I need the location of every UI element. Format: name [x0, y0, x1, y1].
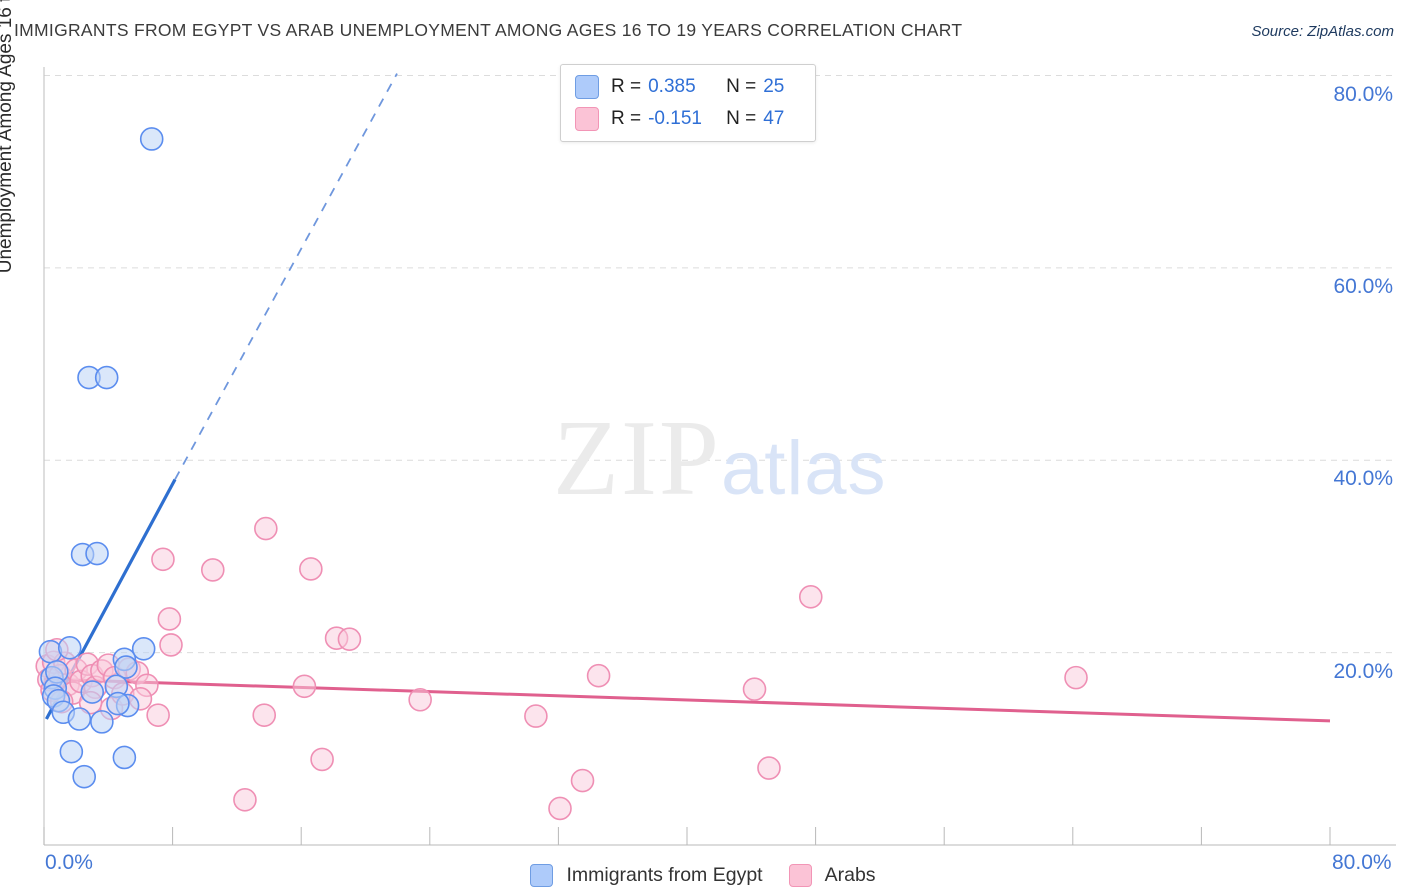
chart-title: IMMIGRANTS FROM EGYPT VS ARAB UNEMPLOYME…: [14, 20, 963, 40]
scatter-point-arabs[interactable]: [337, 627, 362, 651]
scatter-point-arabs[interactable]: [757, 756, 781, 780]
scatter-point-egypt[interactable]: [38, 639, 63, 664]
n-value-egypt: 25: [763, 76, 785, 97]
scatter-point-egypt[interactable]: [131, 636, 156, 661]
scatter-point-arabs[interactable]: [252, 703, 277, 727]
scatter-point-arabs[interactable]: [200, 558, 225, 582]
x-tick-0: 0.0%: [45, 851, 93, 874]
source-attribution: Source: ZipAtlas.com: [1251, 23, 1394, 40]
series-legend: Immigrants from Egypt Arabs: [0, 864, 1406, 887]
scatter-point-egypt[interactable]: [94, 365, 119, 390]
blue-swatch: [575, 75, 599, 99]
scatter-point-arabs[interactable]: [151, 547, 175, 572]
scatter-point-egypt[interactable]: [85, 541, 109, 566]
scatter-point-arabs[interactable]: [292, 674, 317, 699]
r-label: R =: [611, 108, 642, 129]
scatter-point-arabs[interactable]: [146, 703, 170, 727]
scatter-point-egypt[interactable]: [112, 745, 137, 770]
scatter-point-arabs[interactable]: [1064, 665, 1088, 690]
scatter-point-arabs[interactable]: [310, 747, 334, 772]
scatter-point-arabs[interactable]: [159, 633, 183, 657]
x-tick-80: 80.0%: [1332, 851, 1392, 874]
y-tick-60: 60.0%: [1333, 275, 1393, 298]
stats-row-egypt: R = 0.385 N = 25: [575, 75, 801, 99]
n-label: N =: [726, 76, 757, 97]
r-value-arabs: -0.151: [648, 108, 702, 129]
trend-line-arabs: [43, 677, 1331, 723]
legend-item-egypt: Immigrants from Egypt: [530, 864, 763, 887]
scatter-point-arabs[interactable]: [742, 677, 767, 701]
scatter-point-arabs[interactable]: [299, 557, 323, 581]
y-axis-title: Unemployment Among Ages 16 to 19 years: [0, 0, 16, 274]
r-value-egypt: 0.385: [648, 76, 696, 97]
scatter-point-arabs[interactable]: [157, 607, 182, 631]
scatter-point-arabs[interactable]: [798, 585, 823, 609]
blue-swatch: [530, 864, 554, 887]
scatter-point-egypt[interactable]: [67, 707, 92, 731]
pink-swatch: [788, 864, 812, 887]
scatter-point-arabs[interactable]: [570, 768, 595, 793]
legend-label-egypt: Immigrants from Egypt: [566, 864, 763, 886]
scatter-point-egypt[interactable]: [139, 127, 164, 151]
scatter-point-arabs[interactable]: [524, 704, 548, 728]
scatter-point-egypt[interactable]: [106, 691, 130, 716]
r-label: R =: [611, 76, 642, 97]
scatter-point-arabs[interactable]: [408, 687, 432, 712]
scatter-point-egypt[interactable]: [90, 710, 114, 734]
scatter-point-egypt[interactable]: [59, 739, 84, 764]
n-label: N =: [726, 108, 757, 129]
pink-swatch: [575, 107, 599, 131]
y-tick-20: 20.0%: [1333, 660, 1393, 683]
legend-label-arabs: Arabs: [824, 864, 876, 886]
scatter-point-egypt[interactable]: [80, 680, 105, 704]
scatter-point-arabs[interactable]: [548, 796, 572, 821]
y-tick-40: 40.0%: [1333, 467, 1393, 490]
correlation-stats-box: R = 0.385 N = 25 R = -0.151 N = 47: [560, 64, 816, 142]
scatter-point-egypt[interactable]: [72, 764, 96, 789]
scatter-point-arabs[interactable]: [233, 787, 257, 812]
legend-item-arabs: Arabs: [788, 864, 876, 887]
trend-line-egypt-extension: [174, 73, 398, 480]
y-tick-80: 80.0%: [1333, 83, 1393, 106]
scatter-point-arabs[interactable]: [586, 663, 611, 688]
scatter-point-egypt[interactable]: [114, 655, 138, 679]
n-value-arabs: 47: [763, 108, 785, 129]
stats-row-arabs: R = -0.151 N = 47: [575, 107, 801, 131]
scatter-point-egypt[interactable]: [57, 636, 82, 660]
scatter-point-arabs[interactable]: [254, 516, 278, 541]
